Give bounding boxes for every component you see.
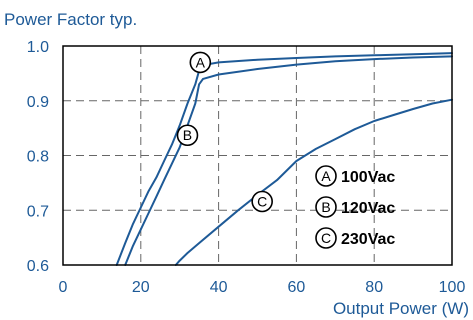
- curve-marker-b: B: [176, 124, 199, 147]
- legend-marker-label: A: [321, 168, 331, 184]
- legend-item: B 120Vac: [315, 196, 395, 218]
- legend-item: A 100Vac: [315, 165, 395, 187]
- curve-marker-a: A: [189, 51, 212, 74]
- chart-title: Power Factor typ.: [4, 10, 137, 29]
- series-line-a: [115, 52, 453, 266]
- marker-label: A: [196, 54, 206, 70]
- legend-label: 230Vac: [341, 231, 395, 248]
- x-axis-ticks: 0 20 40 60 80 100: [59, 279, 466, 296]
- y-axis-ticks: 0.6 0.7 0.8 0.9 1.0: [27, 39, 49, 275]
- y-tick-label: 0.6: [27, 258, 49, 275]
- legend-marker-circle: [315, 165, 337, 187]
- marker-label: B: [183, 127, 192, 143]
- curve-markers: A B C: [176, 51, 273, 213]
- x-tick-label: 40: [210, 279, 228, 296]
- marker-label: C: [257, 193, 267, 209]
- series-line-c: [174, 98, 453, 266]
- x-tick-label: 60: [288, 279, 306, 296]
- marker-circle: [189, 51, 212, 74]
- legend-item: C 230Vac: [315, 227, 395, 249]
- x-tick-label: 100: [439, 279, 466, 296]
- plot-frame: [62, 45, 453, 266]
- x-tick-label: 0: [59, 279, 68, 296]
- legend-marker-circle: [315, 196, 337, 218]
- legend-marker-label: C: [321, 230, 331, 246]
- y-tick-label: 0.7: [27, 203, 49, 220]
- y-tick-label: 0.8: [27, 149, 49, 166]
- legend-label: 120Vac: [341, 200, 395, 217]
- legend: A 100Vac B 120Vac C 230Vac: [315, 165, 395, 249]
- curves: [115, 52, 453, 266]
- marker-circle: [251, 190, 273, 213]
- x-axis-label: Output Power (W): [333, 299, 469, 318]
- curve-marker-c: C: [251, 190, 273, 213]
- y-tick-label: 0.9: [27, 94, 49, 111]
- legend-marker-circle: [315, 227, 337, 249]
- x-tick-label: 80: [365, 279, 383, 296]
- y-tick-label: 1.0: [27, 39, 49, 56]
- series-line-b: [124, 55, 453, 266]
- marker-circle: [176, 124, 199, 147]
- x-tick-label: 20: [132, 279, 150, 296]
- legend-marker-label: B: [321, 199, 330, 215]
- legend-label: 100Vac: [341, 169, 395, 186]
